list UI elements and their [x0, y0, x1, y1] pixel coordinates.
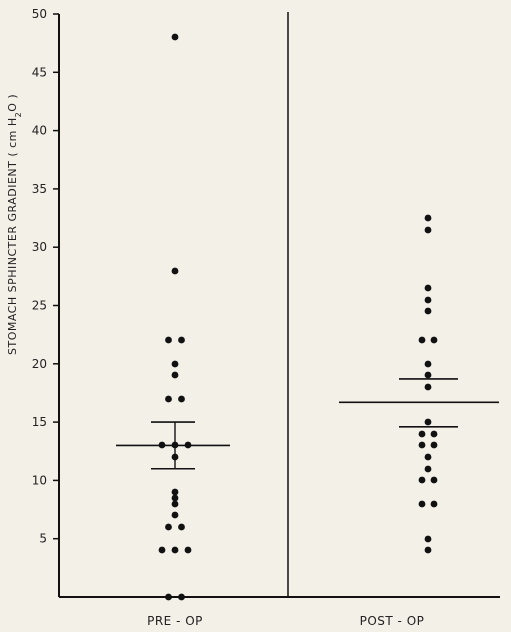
y-tick-label: 45 [32, 65, 47, 79]
data-point [171, 267, 179, 275]
y-tick-label: 20 [32, 357, 47, 371]
data-point [424, 453, 432, 461]
data-point [171, 511, 179, 519]
data-point [418, 500, 426, 508]
y-tick-label: 40 [32, 124, 47, 138]
data-point [418, 430, 426, 438]
data-point [171, 494, 179, 502]
data-point [424, 383, 432, 391]
data-point [184, 546, 192, 554]
data-point [165, 593, 172, 601]
data-point [424, 371, 432, 379]
data-point [424, 465, 432, 473]
data-point [424, 214, 432, 222]
data-point [424, 546, 432, 554]
data-point [418, 336, 426, 344]
data-marks [116, 33, 499, 601]
data-point [178, 593, 185, 601]
data-point [418, 476, 426, 484]
y-tick-label: 15 [32, 415, 47, 429]
y-tick-label: 30 [32, 240, 47, 254]
data-point [165, 523, 172, 531]
y-tick-label: 5 [39, 532, 47, 546]
data-point [178, 523, 185, 531]
y-tick-label: 10 [32, 473, 47, 487]
data-point [178, 395, 185, 403]
data-point [424, 418, 432, 426]
data-point [165, 395, 172, 403]
data-point [430, 441, 438, 449]
data-point [171, 488, 179, 496]
data-point [165, 336, 172, 344]
data-point [430, 430, 438, 438]
y-tick-label: 50 [32, 7, 47, 21]
data-point [430, 476, 438, 484]
category-label-post-op: POST - OP [360, 614, 425, 628]
data-point [424, 226, 432, 234]
data-point [171, 500, 179, 508]
data-point [424, 296, 432, 304]
y-axis-title: STOMACH SPHINCTER GRADIENT ( cm H2O ) [6, 94, 23, 355]
data-point [171, 546, 179, 554]
y-tick-label: 35 [32, 182, 47, 196]
y-tick-label: 25 [32, 299, 47, 313]
data-point [424, 284, 432, 292]
data-point [418, 441, 426, 449]
data-point [171, 33, 179, 41]
data-point [171, 371, 179, 379]
data-point [430, 500, 438, 508]
y-axis: 5 10 15 20 25 30 35 40 45 50 [32, 7, 60, 597]
data-point [424, 535, 432, 543]
data-point [424, 307, 432, 315]
data-point [171, 360, 179, 368]
category-label-pre-op: PRE - OP [147, 614, 203, 628]
data-point [158, 546, 166, 554]
data-point [424, 360, 432, 368]
data-point [178, 336, 185, 344]
data-point [430, 336, 438, 344]
